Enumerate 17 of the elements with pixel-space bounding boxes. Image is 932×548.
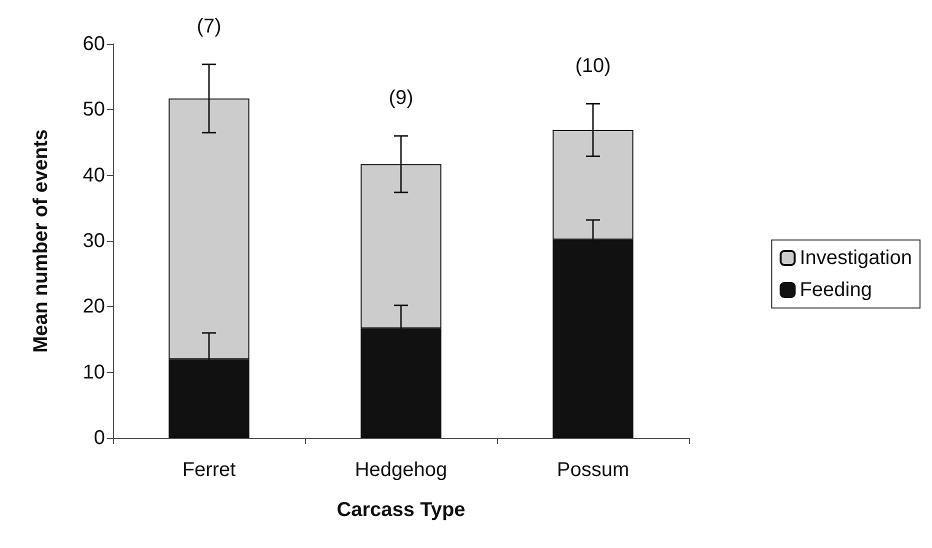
x-axis-title: Carcass Type [336, 499, 466, 521]
x-tick-label: Hedgehog [354, 459, 448, 481]
text: (7) [196, 15, 222, 38]
annotation: (9) [388, 86, 414, 109]
annotation: (10) [575, 54, 611, 77]
y-tick-label: 0 [94, 427, 105, 449]
x-tick-label: Possum [556, 459, 630, 481]
x-tick-label: Ferret [182, 459, 236, 481]
y-tick-label: 60 [82, 33, 105, 55]
y-tick-label: 20 [82, 296, 105, 318]
legend-label: Feeding [800, 279, 872, 301]
y-tick-label: 40 [82, 164, 105, 186]
y-tick-label: 10 [82, 361, 105, 384]
legend-label: Investigation [800, 247, 912, 269]
y-tick-label: 30 [82, 230, 105, 252]
y-axis-title: Mean number of events [30, 129, 52, 353]
y-tick-label: 50 [82, 98, 105, 121]
